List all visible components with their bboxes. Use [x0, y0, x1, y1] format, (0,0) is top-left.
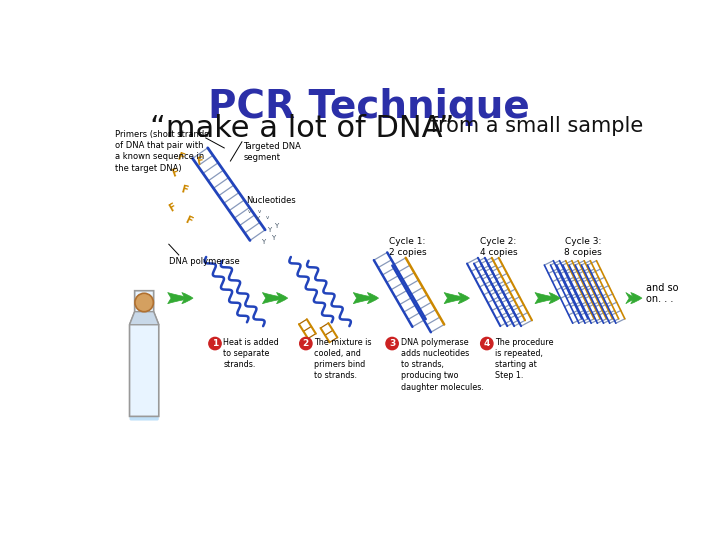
Text: F: F [167, 201, 178, 213]
Text: Cycle 2:
4 copies: Cycle 2: 4 copies [480, 237, 517, 256]
Text: F: F [180, 184, 189, 195]
Text: Y: Y [255, 216, 259, 222]
Polygon shape [130, 291, 159, 416]
Circle shape [300, 338, 312, 350]
Circle shape [209, 338, 221, 350]
Text: v: v [266, 215, 269, 220]
FancyBboxPatch shape [130, 346, 159, 421]
Text: from a small sample: from a small sample [425, 116, 644, 136]
Text: F: F [183, 214, 193, 226]
Text: Y: Y [271, 235, 275, 241]
Text: Heat is added
to separate
strands.: Heat is added to separate strands. [223, 338, 279, 369]
Text: v: v [258, 208, 261, 214]
Text: “make a lot of DNA”: “make a lot of DNA” [150, 114, 454, 143]
Text: PCR Technique: PCR Technique [208, 88, 530, 126]
Text: Y: Y [267, 227, 271, 233]
Circle shape [386, 338, 398, 350]
Text: 2: 2 [302, 339, 309, 348]
Text: F: F [170, 167, 180, 178]
Text: F: F [176, 151, 185, 163]
Text: F: F [195, 156, 204, 166]
Text: 4: 4 [484, 339, 490, 348]
Text: The mixture is
cooled, and
primers bind
to strands.: The mixture is cooled, and primers bind … [315, 338, 372, 381]
Text: 1: 1 [212, 339, 218, 348]
Text: and so
on. . .: and so on. . . [647, 283, 679, 305]
Text: DNA polymerase: DNA polymerase [168, 257, 240, 266]
Text: Targeted DNA
segment: Targeted DNA segment [243, 142, 302, 162]
Text: 3: 3 [389, 339, 395, 348]
Text: Cycle 3:
8 copies: Cycle 3: 8 copies [564, 237, 602, 256]
Circle shape [481, 338, 493, 350]
Text: Y: Y [274, 224, 279, 230]
Text: DNA polymerase
adds nucleotides
to strands,
producing two
daughter molecules.: DNA polymerase adds nucleotides to stran… [400, 338, 483, 392]
Text: Y: Y [261, 239, 265, 245]
Text: Primers (short strands
of DNA that pair with
a known sequence in
the target DNA): Primers (short strands of DNA that pair … [115, 130, 209, 173]
Text: v: v [248, 208, 251, 214]
Circle shape [135, 293, 153, 312]
Text: Cycle 1:
2 copies: Cycle 1: 2 copies [389, 237, 426, 256]
Text: Nucleotides: Nucleotides [246, 195, 295, 205]
Polygon shape [130, 312, 159, 325]
Text: The procedure
is repeated,
starting at
Step 1.: The procedure is repeated, starting at S… [495, 338, 554, 381]
